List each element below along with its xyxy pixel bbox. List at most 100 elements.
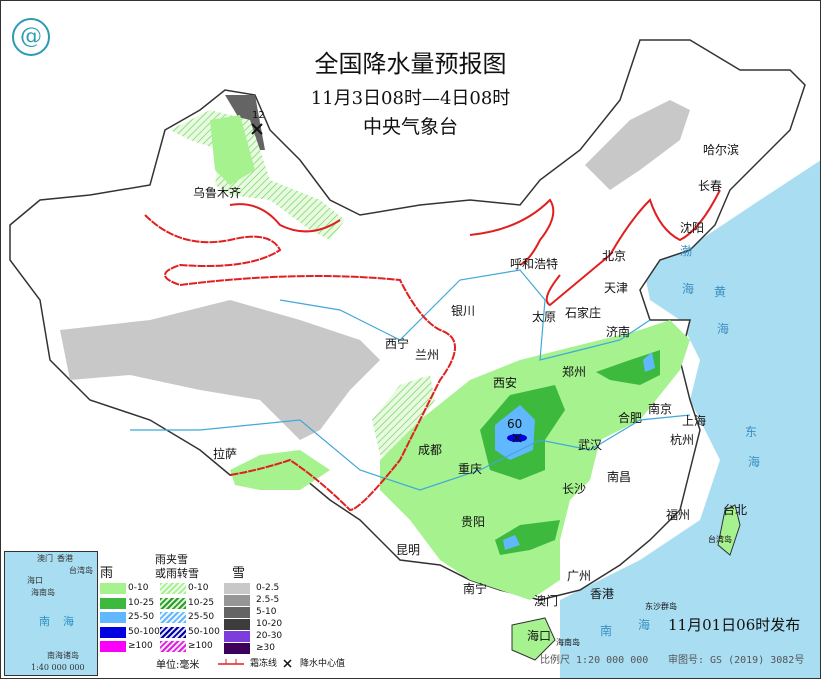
legend-swatch-rain — [100, 612, 126, 623]
legend-unit: 单位:毫米 — [156, 660, 200, 671]
legend-swatch-snow — [224, 643, 250, 654]
city-label: 合肥 — [618, 411, 643, 425]
city-label: 海口 — [527, 629, 552, 643]
legend-label-mixed: 10-25 — [188, 597, 215, 608]
legend-swatch-mixed — [160, 626, 186, 638]
rain-area-25-50-east — [643, 352, 655, 372]
city-label: 贵阳 — [461, 515, 486, 529]
legend-swatch-rain — [100, 597, 126, 609]
legend-swatch-snow — [224, 631, 250, 642]
legend-swatch-snow — [224, 619, 250, 630]
freezing-line-north — [229, 189, 721, 307]
rain-area-10-25-east — [596, 350, 660, 385]
freezing-line — [144, 214, 456, 512]
island-label: 台湾岛 — [708, 535, 732, 544]
legend-swatch-snow — [224, 583, 250, 594]
legend-mixed-title: 雨夹雪 — [155, 553, 188, 566]
city-label: 西宁 — [385, 337, 410, 351]
legend-swatch-rain — [100, 641, 126, 652]
city-label: 呼和浩特 — [510, 257, 559, 271]
city-label: 银川 — [451, 304, 476, 318]
city-label: 南宁 — [463, 582, 488, 596]
yangtze-river — [130, 414, 691, 491]
inset-label: 海南岛 — [31, 588, 55, 597]
sea-label: 海 — [638, 618, 651, 632]
legend-swatch-mixed — [160, 612, 186, 623]
island-label: 海南岛 — [556, 638, 580, 647]
inset-label: 南 — [39, 615, 50, 628]
city-label: 成都 — [418, 443, 443, 457]
city-label: 南京 — [648, 402, 673, 416]
legend-label-mixed: ≥100 — [188, 641, 213, 651]
city-label: 武汉 — [578, 438, 603, 452]
sea-label: 海 — [748, 455, 761, 469]
city-label: 西安 — [493, 376, 518, 390]
legend-label-mixed: 0-10 — [188, 583, 209, 593]
hainan-island — [511, 617, 556, 661]
inset-label: 台湾岛 — [69, 566, 93, 575]
city-label: 南昌 — [607, 470, 632, 484]
legend-swatch-mixed — [160, 583, 186, 594]
rain-area-tibet-south — [230, 450, 330, 490]
agency-name: 中央气象台 — [362, 116, 458, 138]
city-label: 乌鲁木齐 — [193, 186, 242, 200]
city-label: 长春 — [698, 179, 723, 193]
legend-freezing-line-label: 霜冻线 — [250, 659, 278, 669]
map-review-number: 审图号: GS (2019) 3082号 — [668, 655, 805, 666]
max-center-value-north: 12 — [252, 110, 265, 121]
freezing-line-icon — [218, 659, 244, 665]
sea-label: 南 — [600, 624, 613, 638]
legend-label-snow: 10-20 — [256, 619, 283, 629]
cma-logo-icon: @ — [12, 18, 50, 56]
city-label: 北京 — [602, 249, 627, 263]
city-label: 郑州 — [562, 365, 587, 379]
legend-label-snow: 5-10 — [256, 607, 277, 617]
inset-label: 海口 — [27, 576, 43, 585]
map-scale: 比例尺 1:20 000 000 — [540, 655, 649, 666]
legend-swatch-rain — [100, 626, 126, 638]
sea-label: 黄 — [714, 285, 727, 299]
sea-label: 东 — [745, 425, 758, 439]
rain-area-25-50 — [495, 405, 535, 460]
legend-label-rain: 10-25 — [128, 597, 155, 608]
city-label: 上海 — [682, 414, 707, 428]
city-label: 澳门 — [534, 594, 559, 608]
inset-label: 澳门 — [37, 554, 53, 563]
sea-label: 海 — [717, 322, 730, 336]
center-value-marker-north — [251, 123, 263, 135]
legend-swatch-snow — [224, 607, 250, 618]
city-label: 拉萨 — [213, 447, 238, 461]
inset-scale: 1:40 000 000 — [31, 663, 85, 672]
legend-label-mixed: 50-100 — [188, 626, 220, 637]
city-label: 重庆 — [458, 462, 483, 476]
inset-label: 海 — [63, 615, 74, 628]
yellow-river — [279, 269, 651, 361]
rain-area-xinjiang — [210, 115, 255, 185]
legend-label-snow: 2.5-5 — [256, 595, 280, 605]
legend-swatch-snow — [224, 595, 250, 606]
center-value-icon — [283, 659, 292, 668]
legend-snow-title: 雪 — [232, 566, 246, 581]
city-label: 沈阳 — [680, 221, 705, 235]
legend-mixed-title: 或雨转雪 — [155, 567, 199, 580]
city-label: 天津 — [604, 281, 629, 295]
legend-label-snow: 20-30 — [256, 631, 283, 641]
sea — [560, 160, 821, 679]
sea-label: 渤 — [680, 244, 693, 258]
city-label: 太原 — [532, 310, 557, 324]
city-label: 石家庄 — [565, 306, 602, 320]
legend-label-mixed: 25-50 — [188, 612, 215, 622]
city-label: 香港 — [590, 587, 615, 601]
city-label: 长沙 — [562, 482, 587, 496]
snow-area-tibet — [60, 300, 380, 440]
center-value-marker-central — [512, 433, 522, 443]
legend-label-rain: ≥100 — [128, 641, 153, 651]
taiwan-island — [717, 504, 741, 556]
inset-label: 香港 — [57, 554, 73, 563]
city-label: 济南 — [606, 325, 631, 339]
legend-center-value-label: 降水中心值 — [300, 659, 346, 669]
legend-swatch-rain — [100, 583, 126, 594]
city-label: 杭州 — [670, 433, 695, 447]
city-label: 哈尔滨 — [703, 143, 740, 157]
